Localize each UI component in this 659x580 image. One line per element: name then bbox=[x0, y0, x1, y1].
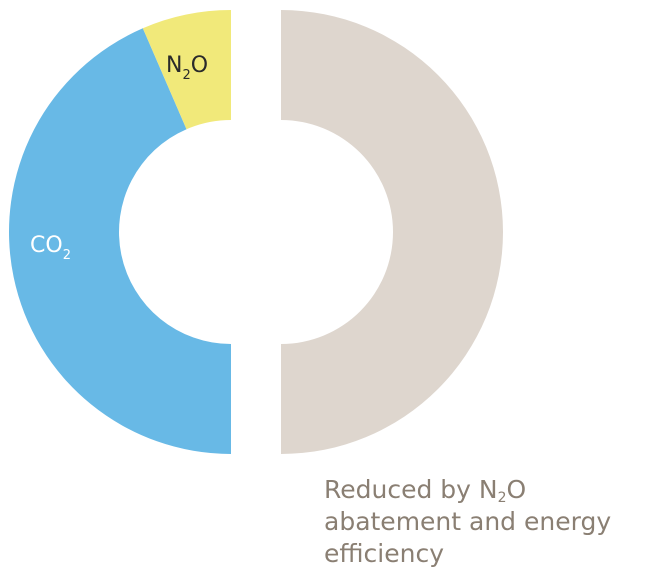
annotation-line1: Reduced by N2O bbox=[324, 475, 527, 506]
n2o-segment bbox=[142, 10, 231, 130]
n2o-label: N2O bbox=[166, 53, 208, 83]
annotation-line3: efficiency bbox=[324, 539, 445, 568]
co2-segment bbox=[8, 28, 232, 454]
split-donut-chart: CO2 N2O bbox=[8, 10, 503, 454]
reduced-segment bbox=[281, 10, 503, 454]
co2-label: CO2 bbox=[30, 233, 71, 263]
annotation-line2: abatement and energy bbox=[324, 507, 612, 536]
reduction-annotation: Reduced by N2O abatement and energy effi… bbox=[324, 474, 659, 570]
